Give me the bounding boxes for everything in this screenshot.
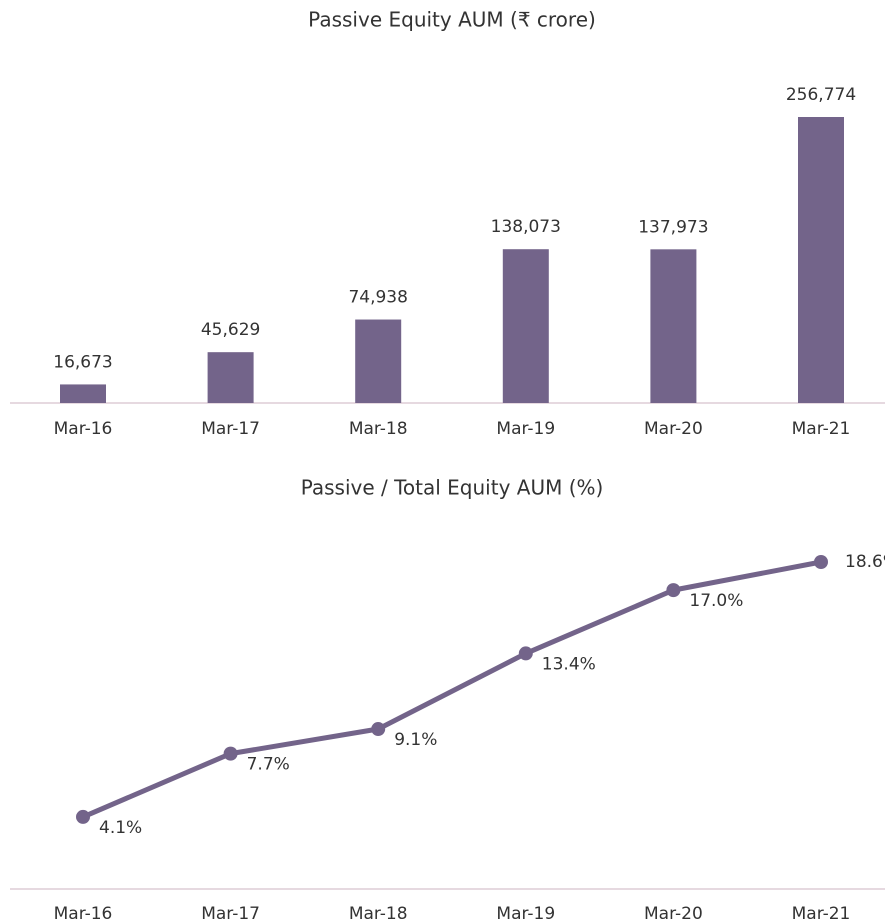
marker: [814, 555, 828, 569]
x-tick-label: Mar-19: [496, 419, 555, 439]
bar: [355, 319, 402, 403]
marker: [371, 722, 386, 737]
x-tick-label: Mar-18: [349, 419, 408, 439]
bar: [502, 249, 549, 403]
chart-title: Passive / Total Equity AUM (%): [301, 476, 604, 500]
bar: [798, 117, 844, 403]
value-label: 13.4%: [542, 654, 596, 674]
x-tick-label: Mar-16: [54, 904, 113, 923]
x-tick-label: Mar-21: [792, 419, 851, 439]
chart-title: Passive Equity AUM (₹ crore): [308, 8, 596, 32]
bar: [650, 249, 697, 403]
value-label: 4.1%: [99, 818, 142, 838]
x-tick-label: Mar-16: [54, 419, 113, 439]
x-tick-label: Mar-21: [792, 904, 851, 923]
value-label: 9.1%: [394, 730, 437, 750]
marker: [666, 583, 681, 598]
value-label: 7.7%: [247, 755, 290, 775]
value-label: 137,973: [638, 217, 708, 237]
value-label: 74,938: [348, 288, 407, 308]
bar: [207, 352, 254, 403]
value-label: 256,774: [786, 85, 856, 105]
value-label: 45,629: [201, 320, 260, 340]
x-tick-label: Mar-20: [644, 904, 703, 923]
marker: [223, 746, 238, 761]
x-tick-label: Mar-18: [349, 904, 408, 923]
bar: [60, 384, 106, 403]
value-label: 18.6%: [845, 552, 885, 572]
value-label: 17.0%: [689, 591, 743, 611]
marker: [76, 809, 90, 824]
value-label: 138,073: [491, 217, 561, 237]
marker: [518, 646, 533, 661]
x-tick-label: Mar-19: [496, 904, 555, 923]
line: [82, 559, 822, 820]
x-tick-label: Mar-17: [201, 419, 260, 439]
x-tick-label: Mar-17: [201, 904, 260, 923]
value-label: 16,673: [53, 352, 112, 372]
x-tick-label: Mar-20: [644, 419, 703, 439]
